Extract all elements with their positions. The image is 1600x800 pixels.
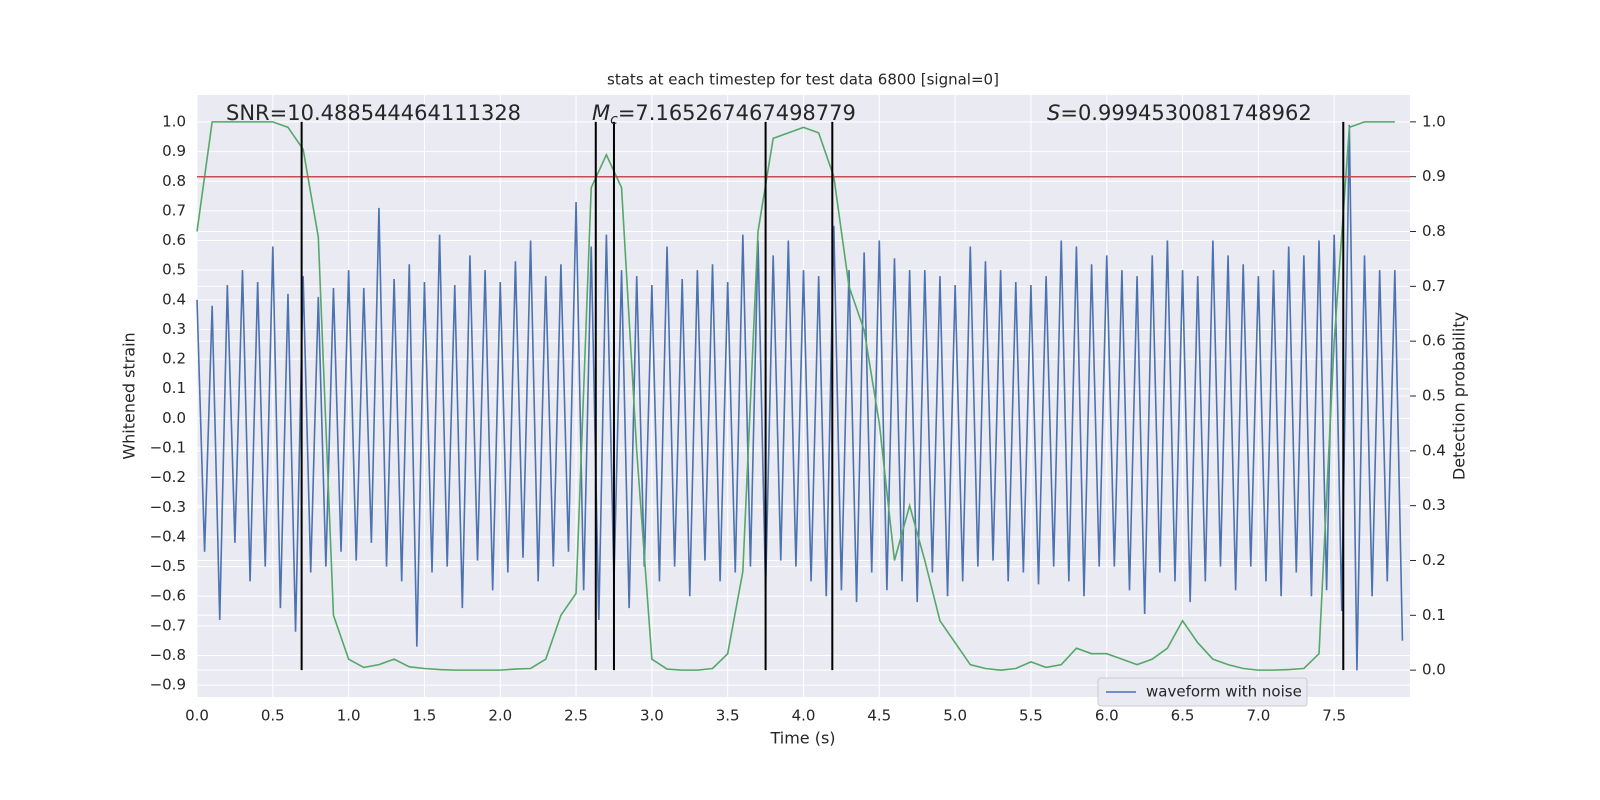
y-tick-label: −0.5 bbox=[150, 557, 186, 575]
legend-box bbox=[1097, 677, 1308, 707]
x-tick-label: 7.0 bbox=[1246, 707, 1270, 725]
y-tick-label: −0.8 bbox=[150, 646, 186, 664]
y-tick-label: −0.6 bbox=[150, 587, 186, 605]
y-tick-label: −0.9 bbox=[150, 676, 186, 694]
annotation-value: =0.9994530081748962 bbox=[1060, 101, 1311, 125]
annotation: SNR=10.488544464111328 bbox=[226, 101, 521, 125]
x-axis-label: Time (s) bbox=[769, 729, 835, 748]
x-tick-label: 7.5 bbox=[1322, 707, 1346, 725]
y-tick-label: −0.3 bbox=[150, 498, 186, 516]
x-tick-label: 5.0 bbox=[943, 707, 967, 725]
x-tick-label: 5.5 bbox=[1019, 707, 1043, 725]
y-tick-label: −0.1 bbox=[150, 439, 186, 457]
y-tick-label: −0.7 bbox=[150, 616, 186, 634]
y-tick-label: 0.6 bbox=[162, 231, 186, 249]
y-tick-label: 0.4 bbox=[162, 290, 186, 308]
y-tick-label: 0.1 bbox=[162, 379, 186, 397]
x-tick-label: 2.5 bbox=[564, 707, 588, 725]
y-tick-label: 0.9 bbox=[162, 142, 186, 160]
y2-tick-label: 0.4 bbox=[1422, 441, 1446, 459]
chart-title: stats at each timestep for test data 680… bbox=[607, 71, 999, 89]
y-tick-label: 0.0 bbox=[162, 409, 186, 427]
y-axis-label: Whitened strain bbox=[120, 332, 139, 459]
x-tick-label: 3.0 bbox=[640, 707, 664, 725]
x-tick-label: 1.5 bbox=[413, 707, 437, 725]
y-tick-label: −0.2 bbox=[150, 468, 186, 486]
y-tick-label: −0.4 bbox=[150, 527, 186, 545]
annotation-subscript: c bbox=[610, 112, 618, 128]
x-tick-label: 0.5 bbox=[261, 707, 285, 725]
y2-tick-label: 1.0 bbox=[1422, 112, 1446, 130]
x-tick-label: 2.0 bbox=[488, 707, 512, 725]
x-tick-label: 1.0 bbox=[337, 707, 361, 725]
x-tick-label: 0.0 bbox=[185, 707, 209, 725]
series-line bbox=[196, 124, 1404, 671]
y2-axis-label: Detection probability bbox=[1450, 312, 1469, 480]
y2-tick-label: 0.2 bbox=[1422, 551, 1446, 569]
legend: waveform with noise bbox=[1097, 677, 1308, 707]
x-tick-label: 6.5 bbox=[1171, 707, 1195, 725]
annotation: Mc=7.165267467498779 bbox=[592, 101, 856, 128]
legend-label: waveform with noise bbox=[1146, 683, 1302, 701]
y2-tick-label: 0.8 bbox=[1422, 222, 1446, 240]
y2-tick-label: 0.5 bbox=[1422, 387, 1446, 405]
annotation: S=0.9994530081748962 bbox=[1047, 101, 1312, 125]
x-tick-label: 3.5 bbox=[716, 707, 740, 725]
y2-tick-label: 0.1 bbox=[1422, 606, 1446, 624]
annotation-value: =7.165267467498779 bbox=[618, 101, 856, 125]
y2-tick-label: 0.0 bbox=[1422, 661, 1446, 679]
y-tick-label: 0.7 bbox=[162, 201, 186, 219]
y-tick-label: 0.3 bbox=[162, 320, 186, 338]
y2-tick-label: 0.7 bbox=[1422, 277, 1446, 295]
annotation-symbol: S bbox=[1047, 101, 1060, 125]
y-tick-label: 0.5 bbox=[162, 261, 186, 279]
y-tick-label: 0.8 bbox=[162, 172, 186, 190]
x-tick-label: 4.0 bbox=[792, 707, 816, 725]
y2-tick-label: 0.9 bbox=[1422, 167, 1446, 185]
y2-tick-label: 0.3 bbox=[1422, 496, 1446, 514]
x-tick-label: 6.0 bbox=[1095, 707, 1119, 725]
series-line bbox=[196, 121, 1395, 671]
annotation-symbol: M bbox=[592, 101, 610, 125]
y-tick-label: 0.2 bbox=[162, 350, 186, 368]
y2-tick-label: 0.6 bbox=[1422, 332, 1446, 350]
x-tick-label: 4.5 bbox=[867, 707, 891, 725]
y-tick-label: 1.0 bbox=[162, 112, 186, 130]
